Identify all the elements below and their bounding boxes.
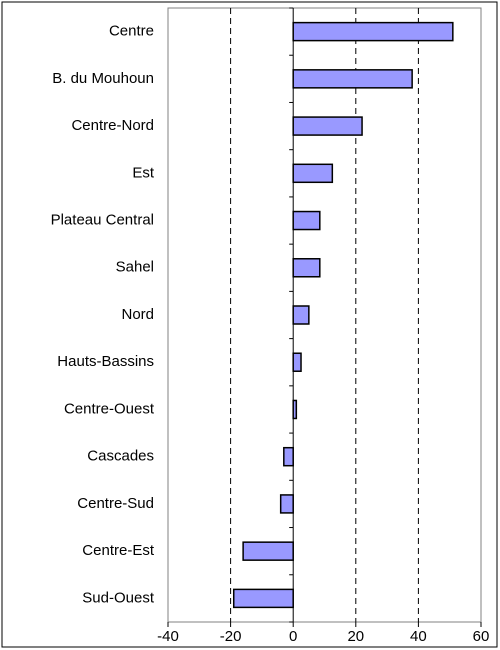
x-tick-label: 40: [410, 628, 427, 645]
y-tick-label: Hauts-Bassins: [57, 353, 154, 370]
bar: [283, 446, 294, 467]
bar: [292, 258, 321, 278]
y-tick-label: Centre: [109, 23, 154, 40]
x-tick-label: -20: [220, 628, 242, 645]
y-tick-label: Plateau Central: [51, 212, 154, 229]
bar: [292, 116, 363, 136]
x-tick-label: 0: [289, 628, 297, 645]
bar: [292, 210, 321, 231]
y-tick-label: Nord: [121, 306, 154, 323]
bar: [279, 494, 294, 514]
bar: [292, 399, 298, 420]
y-tick-label: Centre-Ouest: [64, 400, 155, 417]
bar: [292, 305, 310, 325]
bar: [292, 21, 454, 42]
y-tick-label: Sahel: [116, 259, 154, 276]
x-tick-label: 60: [473, 628, 490, 645]
y-tick-label: B. du Mouhoun: [52, 70, 154, 87]
y-tick-label: Centre-Sud: [77, 495, 154, 512]
x-tick-label: 20: [347, 628, 364, 645]
y-tick-label: Est: [132, 164, 155, 181]
bar: [292, 163, 334, 184]
x-tick-label: -40: [157, 628, 179, 645]
bar: [292, 69, 413, 89]
y-tick-label: Sud-Ouest: [82, 589, 155, 606]
plot-area: [167, 7, 482, 623]
y-tick-label: Centre-Est: [82, 542, 155, 559]
bar: [292, 352, 302, 372]
bar: [242, 541, 294, 561]
y-tick-label: Centre-Nord: [71, 117, 154, 134]
y-tick-label: Cascades: [87, 448, 154, 465]
bar: [232, 588, 294, 609]
